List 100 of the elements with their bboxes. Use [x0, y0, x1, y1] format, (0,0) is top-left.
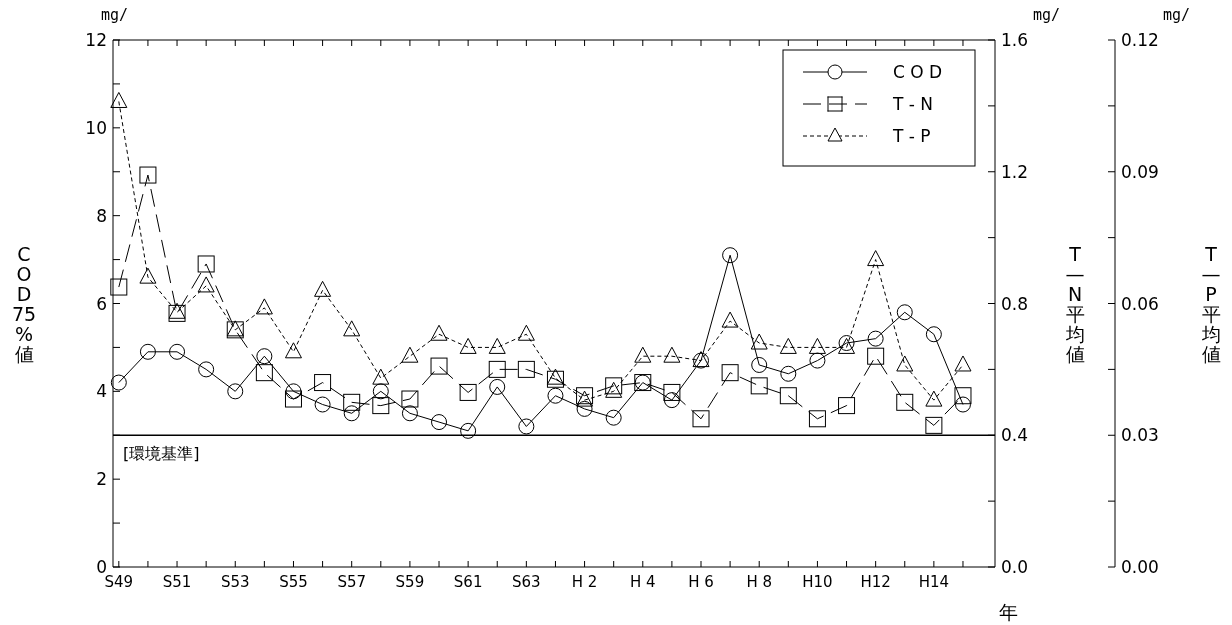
y2-tick-label: 0.8	[1001, 293, 1029, 314]
point	[488, 337, 506, 354]
point	[692, 410, 710, 428]
point	[255, 364, 273, 382]
text: mg/	[101, 6, 129, 24]
point	[896, 304, 913, 321]
point	[197, 255, 215, 273]
point	[780, 365, 797, 382]
point	[139, 166, 157, 184]
point	[954, 396, 971, 413]
point	[750, 377, 768, 395]
point	[605, 409, 622, 426]
point	[401, 390, 419, 408]
point	[925, 416, 943, 434]
point	[314, 280, 332, 297]
y3-axis-title: T—P平均値	[1200, 242, 1221, 365]
x-tick-label: H 4	[629, 573, 656, 591]
y3-tick-label: 0.09	[1121, 161, 1159, 182]
point	[721, 311, 739, 328]
point	[110, 91, 128, 108]
point	[896, 393, 914, 411]
point	[838, 397, 856, 415]
point	[343, 393, 361, 411]
point	[284, 342, 302, 359]
x-tick-label: H14	[918, 573, 950, 591]
y-tick-label: 8	[96, 205, 107, 226]
point	[517, 324, 535, 341]
point	[430, 324, 448, 341]
x-tick-label: S53	[220, 573, 250, 591]
point	[401, 346, 419, 363]
point	[372, 397, 390, 415]
point	[779, 387, 797, 405]
point	[634, 346, 652, 363]
x-tick-label: H10	[802, 573, 833, 591]
x-tick-label: S61	[453, 573, 483, 591]
point	[255, 298, 273, 315]
x-tick-label: H12	[860, 573, 891, 591]
point	[139, 343, 156, 360]
point	[605, 381, 623, 398]
x-tick-label: S49	[104, 573, 134, 591]
point	[372, 383, 389, 400]
point	[459, 337, 477, 354]
point	[954, 387, 972, 405]
x-axis-title: 年	[998, 601, 1018, 623]
point	[867, 330, 884, 347]
point	[460, 422, 477, 439]
point	[198, 361, 215, 378]
point	[314, 374, 332, 392]
x-tick-label: S63	[512, 573, 541, 591]
point	[227, 383, 244, 400]
point	[488, 360, 506, 378]
point	[401, 405, 418, 422]
point	[576, 400, 593, 417]
point	[139, 267, 157, 284]
point	[314, 396, 331, 413]
point	[285, 383, 302, 400]
legend-label: C O D	[893, 62, 943, 82]
point	[896, 355, 914, 372]
point	[459, 383, 477, 401]
point	[809, 352, 826, 369]
y-axis-title: COD75%値	[11, 242, 37, 365]
y-tick-label: 4	[96, 381, 107, 402]
point	[663, 383, 681, 401]
point	[722, 247, 739, 264]
ref-line-label: [環境基準]	[123, 444, 200, 464]
y2-tick-label: 0.4	[1001, 425, 1029, 446]
point	[867, 250, 885, 267]
text: mg/	[1033, 6, 1061, 24]
y-tick-label: 12	[85, 30, 107, 50]
point	[343, 405, 360, 422]
text: mg/	[1163, 6, 1191, 24]
y3-tick-label: 0.03	[1121, 425, 1159, 446]
point	[751, 356, 768, 373]
y2-tick-label: 1.6	[1001, 30, 1029, 50]
x-tick-label: S55	[279, 573, 308, 591]
point	[197, 276, 215, 293]
x-tick-label: H 2	[571, 573, 598, 591]
point	[431, 414, 448, 431]
point	[663, 392, 680, 409]
point	[110, 278, 128, 296]
y3-tick-label: 0.12	[1121, 30, 1159, 50]
y2-tick-label: 0.0	[1001, 557, 1029, 577]
point	[663, 346, 681, 363]
x-tick-label: H 6	[688, 573, 714, 591]
x-tick-label: H 8	[746, 573, 773, 591]
point	[343, 320, 361, 337]
point	[547, 387, 564, 404]
point	[110, 374, 127, 391]
point	[517, 360, 535, 378]
point	[954, 355, 972, 372]
y-tick-label: 6	[96, 293, 107, 314]
point	[372, 368, 390, 385]
point	[808, 410, 826, 428]
y2-tick-label: 1.2	[1001, 161, 1029, 182]
legend-label: T - P	[892, 126, 931, 146]
legend-label: T - N	[892, 94, 934, 114]
point	[430, 357, 448, 375]
y2-axis-title: T—N平均値	[1064, 242, 1085, 365]
x-tick-label: S57	[337, 573, 366, 591]
y3-tick-label: 0.06	[1121, 293, 1159, 314]
